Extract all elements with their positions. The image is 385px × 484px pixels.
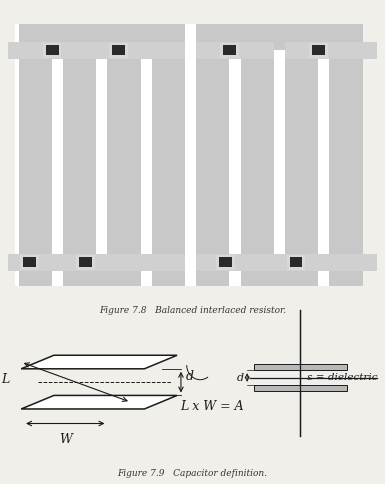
Polygon shape — [21, 395, 177, 409]
Bar — [79, 257, 92, 267]
Bar — [56, 254, 185, 271]
Bar — [19, 24, 185, 50]
Bar — [56, 42, 185, 59]
Bar — [285, 42, 385, 59]
Bar — [241, 50, 274, 286]
Bar — [290, 257, 303, 267]
Bar — [196, 254, 274, 271]
Text: ε = dielectric: ε = dielectric — [307, 373, 378, 382]
Text: Figure 7.8   Balanced interlaced resistor.: Figure 7.8 Balanced interlaced resistor. — [99, 306, 286, 315]
Bar — [329, 24, 363, 286]
Bar — [43, 43, 62, 58]
Bar — [112, 45, 125, 55]
Bar — [23, 257, 36, 267]
Bar — [274, 50, 285, 259]
Bar — [109, 43, 128, 58]
Bar — [312, 45, 325, 55]
Bar — [45, 45, 59, 55]
Bar — [309, 43, 328, 58]
Bar — [152, 24, 185, 286]
Bar — [196, 24, 363, 50]
Bar — [223, 45, 236, 55]
Text: Figure 7.9   Capacitor definition.: Figure 7.9 Capacitor definition. — [117, 469, 268, 478]
Bar — [216, 255, 235, 270]
Bar — [285, 50, 318, 286]
Bar — [286, 255, 305, 270]
Bar — [63, 50, 96, 286]
Bar — [52, 50, 152, 286]
Text: L: L — [2, 373, 10, 386]
Bar — [0, 254, 82, 271]
Text: L x W = A: L x W = A — [180, 400, 244, 413]
Text: d: d — [186, 370, 194, 383]
Bar — [96, 50, 107, 259]
Bar — [196, 42, 274, 59]
Text: W: W — [59, 433, 72, 446]
Bar — [241, 259, 318, 286]
Bar — [76, 255, 95, 270]
Bar — [20, 255, 39, 270]
Bar — [107, 50, 141, 286]
Bar — [241, 254, 385, 271]
Bar — [220, 43, 239, 58]
Polygon shape — [21, 355, 177, 369]
Bar — [229, 50, 329, 286]
Bar — [0, 42, 82, 59]
Bar — [196, 24, 229, 286]
Bar — [254, 364, 346, 370]
Bar — [219, 257, 232, 267]
Text: d: d — [237, 373, 244, 382]
Bar — [19, 24, 52, 286]
Bar — [254, 385, 346, 391]
Bar — [63, 259, 141, 286]
